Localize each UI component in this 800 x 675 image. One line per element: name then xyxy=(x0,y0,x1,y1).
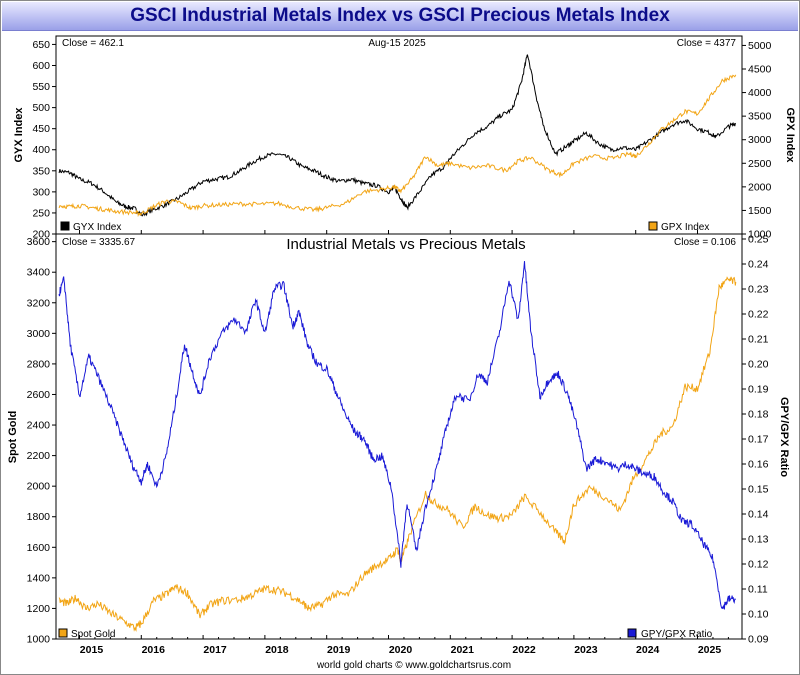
bottom-right-tick-label: 0.22 xyxy=(748,309,769,321)
top-series-group xyxy=(58,54,737,218)
bottom-right-tick-label: 0.18 xyxy=(748,409,769,421)
top-right-tick-label: 3500 xyxy=(748,111,772,123)
footer-credit: world gold charts © www.goldchartsrus.co… xyxy=(316,660,511,671)
top-left-tick-label: 450 xyxy=(32,123,50,135)
top-legend-label-right: GPX Index xyxy=(661,222,709,233)
bottom-legend-label-left: Spot Gold xyxy=(71,629,115,640)
top-legend-swatch-right xyxy=(648,221,658,231)
bottom-legend-swatch-left xyxy=(58,628,68,638)
bottom-panel-title: Industrial Metals vs Precious Metals xyxy=(286,236,525,253)
x-tick-label: 2018 xyxy=(265,644,289,656)
top-left-tick-label: 600 xyxy=(32,60,50,72)
top-date-label: Aug-15 2025 xyxy=(368,38,426,49)
top-legend-swatch-left xyxy=(60,221,70,231)
bottom-right-tick-label: 0.09 xyxy=(748,634,769,646)
top-left-tick-label: 500 xyxy=(32,102,50,114)
top-close-right: Close = 4377 xyxy=(677,38,737,49)
bottom-ylabel-right: GPY/GPX Ratio xyxy=(778,397,790,477)
bottom-left-tick-label: 1200 xyxy=(27,603,51,615)
top-right-tick-label: 5000 xyxy=(748,40,772,52)
top-left-tick-label: 400 xyxy=(32,144,50,156)
chart-header: GSCI Industrial Metals Index vs GSCI Pre… xyxy=(2,2,798,31)
bottom-left-tick-label: 3200 xyxy=(27,297,51,309)
top-right-tick-label: 2000 xyxy=(748,181,772,193)
x-tick-label: 2024 xyxy=(636,644,660,656)
bottom-close-left: Close = 3335.67 xyxy=(62,237,136,248)
bottom-left-tick-label: 1400 xyxy=(27,572,51,584)
bottom-right-tick-label: 0.11 xyxy=(748,584,768,596)
bottom-right-tick-label: 0.15 xyxy=(748,484,769,496)
top-left-tick-label: 350 xyxy=(32,165,50,177)
x-tick-label: 2020 xyxy=(389,644,413,656)
bottom-left-tick-label: 1800 xyxy=(27,511,51,523)
top-legend-label-left: GYX Index xyxy=(73,222,121,233)
bottom-right-tick-label: 0.23 xyxy=(748,284,769,296)
bottom-right-tick-label: 0.16 xyxy=(748,459,769,471)
top-left-tick-label: 250 xyxy=(32,207,50,219)
bottom-right-tick-label: 0.19 xyxy=(748,384,769,396)
x-tick-label: 2019 xyxy=(327,644,351,656)
top-right-tick-label: 1000 xyxy=(748,229,772,241)
bottom-left-tick-label: 3000 xyxy=(27,328,51,340)
bottom-right-tick-label: 0.10 xyxy=(748,609,769,621)
x-tick-label: 2021 xyxy=(451,644,475,656)
top-right-tick-label: 4000 xyxy=(748,87,772,99)
top-right-tick-label: 3000 xyxy=(748,134,772,146)
top-ylabel-right: GPX Index xyxy=(784,107,796,163)
bottom-right-tick-label: 0.12 xyxy=(748,559,769,571)
bottom-right-tick-label: 0.14 xyxy=(748,509,769,521)
x-tick-label: 2022 xyxy=(512,644,536,656)
bottom-right-tick-label: 0.24 xyxy=(748,259,769,271)
top-series-line-1 xyxy=(58,74,737,218)
chart-title: GSCI Industrial Metals Index vs GSCI Pre… xyxy=(130,5,670,26)
x-tick-label: 2016 xyxy=(142,644,166,656)
bottom-series-line-1 xyxy=(58,261,736,610)
x-tick-label: 2015 xyxy=(80,644,104,656)
bottom-legend-swatch-right xyxy=(627,628,637,638)
bottom-ylabel-left: Spot Gold xyxy=(7,411,19,464)
top-right-tick-label: 2500 xyxy=(748,158,772,170)
top-series-line-0 xyxy=(58,54,736,217)
bottom-right-tick-label: 0.21 xyxy=(748,334,769,346)
bottom-left-tick-label: 2400 xyxy=(27,420,51,432)
x-tick-label: 2017 xyxy=(203,644,227,656)
bottom-right-tick-label: 0.20 xyxy=(748,359,769,371)
bottom-panel-frame xyxy=(55,233,743,640)
top-right-tick-label: 4500 xyxy=(748,64,772,76)
top-left-tick-label: 550 xyxy=(32,81,50,93)
bottom-legend-label-right: GPY/GPX Ratio xyxy=(641,629,713,640)
top-axis-ticks: 200 250 300 350 400 450 500 550 600 650 1000 1500 20… xyxy=(32,39,771,241)
bottom-left-tick-label: 3600 xyxy=(27,236,51,248)
bottom-left-tick-label: 1000 xyxy=(27,634,51,646)
top-left-tick-label: 650 xyxy=(32,39,50,51)
bottom-right-tick-label: 0.17 xyxy=(748,434,769,446)
top-ylabel-left: GYX Index xyxy=(13,107,25,163)
bottom-left-tick-label: 1600 xyxy=(27,542,51,554)
bottom-left-tick-label: 2600 xyxy=(27,389,51,401)
top-left-tick-label: 200 xyxy=(32,229,50,241)
x-tick-label: 2023 xyxy=(574,644,598,656)
bottom-left-tick-label: 2200 xyxy=(27,450,51,462)
bottom-right-tick-label: 0.25 xyxy=(748,234,769,246)
bottom-close-right: Close = 0.106 xyxy=(674,237,736,248)
bottom-left-tick-label: 2800 xyxy=(27,358,51,370)
x-tick-label: 2025 xyxy=(698,644,722,656)
top-left-tick-label: 300 xyxy=(32,186,50,198)
bottom-left-tick-label: 2000 xyxy=(27,481,51,493)
bottom-left-tick-label: 3400 xyxy=(27,267,51,279)
top-close-left: Close = 462.1 xyxy=(62,38,124,49)
bottom-series-line-0 xyxy=(58,276,737,632)
bottom-axis-ticks: 1000 1200 1400 1600 1800 2000 2200 2400 2600 2800… xyxy=(27,230,769,656)
top-right-tick-label: 1500 xyxy=(748,205,772,217)
bottom-series-group xyxy=(58,261,737,632)
bottom-right-tick-label: 0.13 xyxy=(748,534,769,546)
